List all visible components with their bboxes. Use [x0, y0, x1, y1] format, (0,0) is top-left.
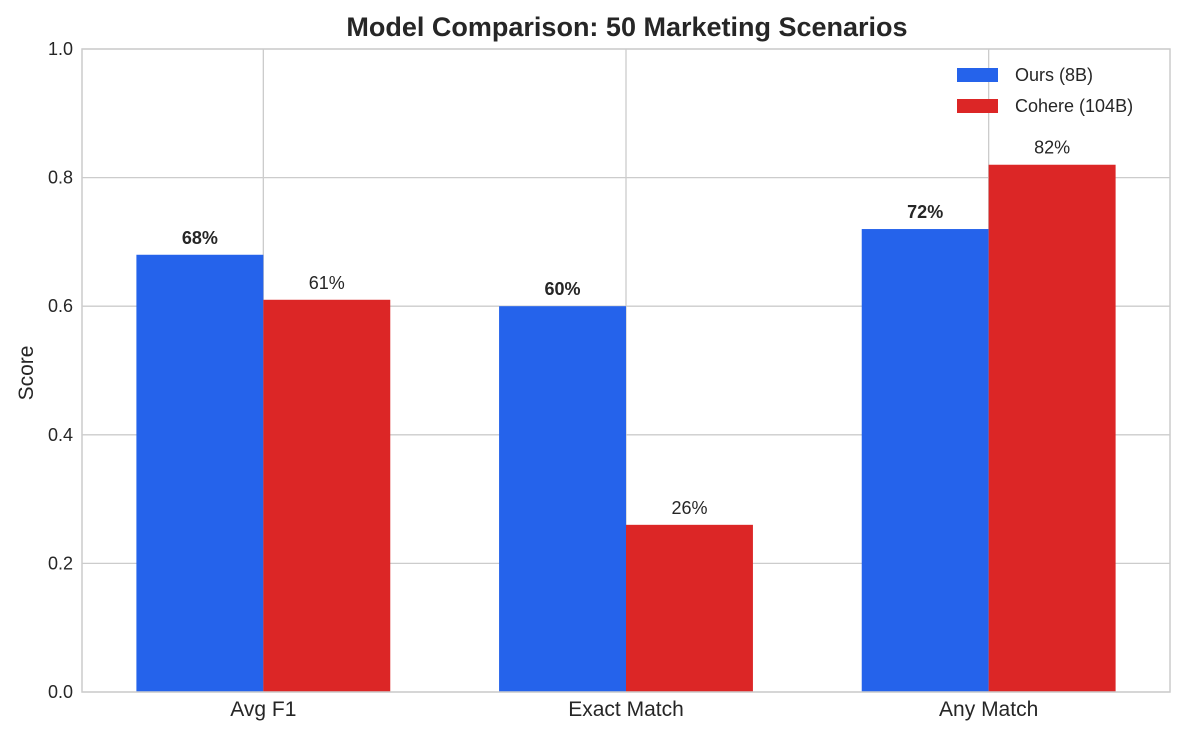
data-label: 82%	[1034, 138, 1070, 158]
y-tick-label: 0.6	[48, 296, 73, 316]
legend-swatch	[957, 68, 998, 82]
data-label: 26%	[671, 498, 707, 518]
y-tick-label: 1.0	[48, 39, 73, 59]
bar	[263, 299, 391, 692]
bar	[499, 306, 626, 692]
legend: Ours (8B) Cohere (104B)	[957, 65, 1133, 116]
axes: 0.0 0.2 0.4 0.6 0.8 1.0 Avg F1 Exact Match Any M…	[48, 39, 1171, 721]
y-tick-label: 0.0	[48, 682, 73, 702]
y-tick-label: 0.4	[48, 425, 73, 445]
legend-label: Cohere (104B)	[1015, 96, 1133, 116]
bar	[626, 524, 753, 692]
data-label: 68%	[182, 228, 218, 248]
x-tick-label: Avg F1	[230, 698, 296, 721]
y-axis-label: Score	[15, 346, 38, 401]
data-labels: 68% 60% 72% 61% 26% 82%	[182, 138, 1070, 518]
x-tick-label: Exact Match	[568, 698, 684, 721]
y-tick-label: 0.8	[48, 168, 73, 188]
legend-label: Ours (8B)	[1015, 65, 1093, 85]
bar	[861, 229, 989, 693]
chart-title: Model Comparison: 50 Marketing Scenarios	[346, 12, 907, 42]
y-tick-label: 0.2	[48, 553, 73, 573]
x-tick-label: Any Match	[939, 698, 1038, 721]
plot-frame	[81, 48, 1171, 693]
bar	[136, 254, 264, 692]
bars	[136, 164, 1116, 693]
bar	[988, 164, 1116, 693]
data-label: 61%	[309, 273, 345, 293]
data-label: 60%	[545, 279, 581, 299]
legend-swatch	[957, 99, 998, 113]
data-label: 72%	[907, 202, 943, 222]
